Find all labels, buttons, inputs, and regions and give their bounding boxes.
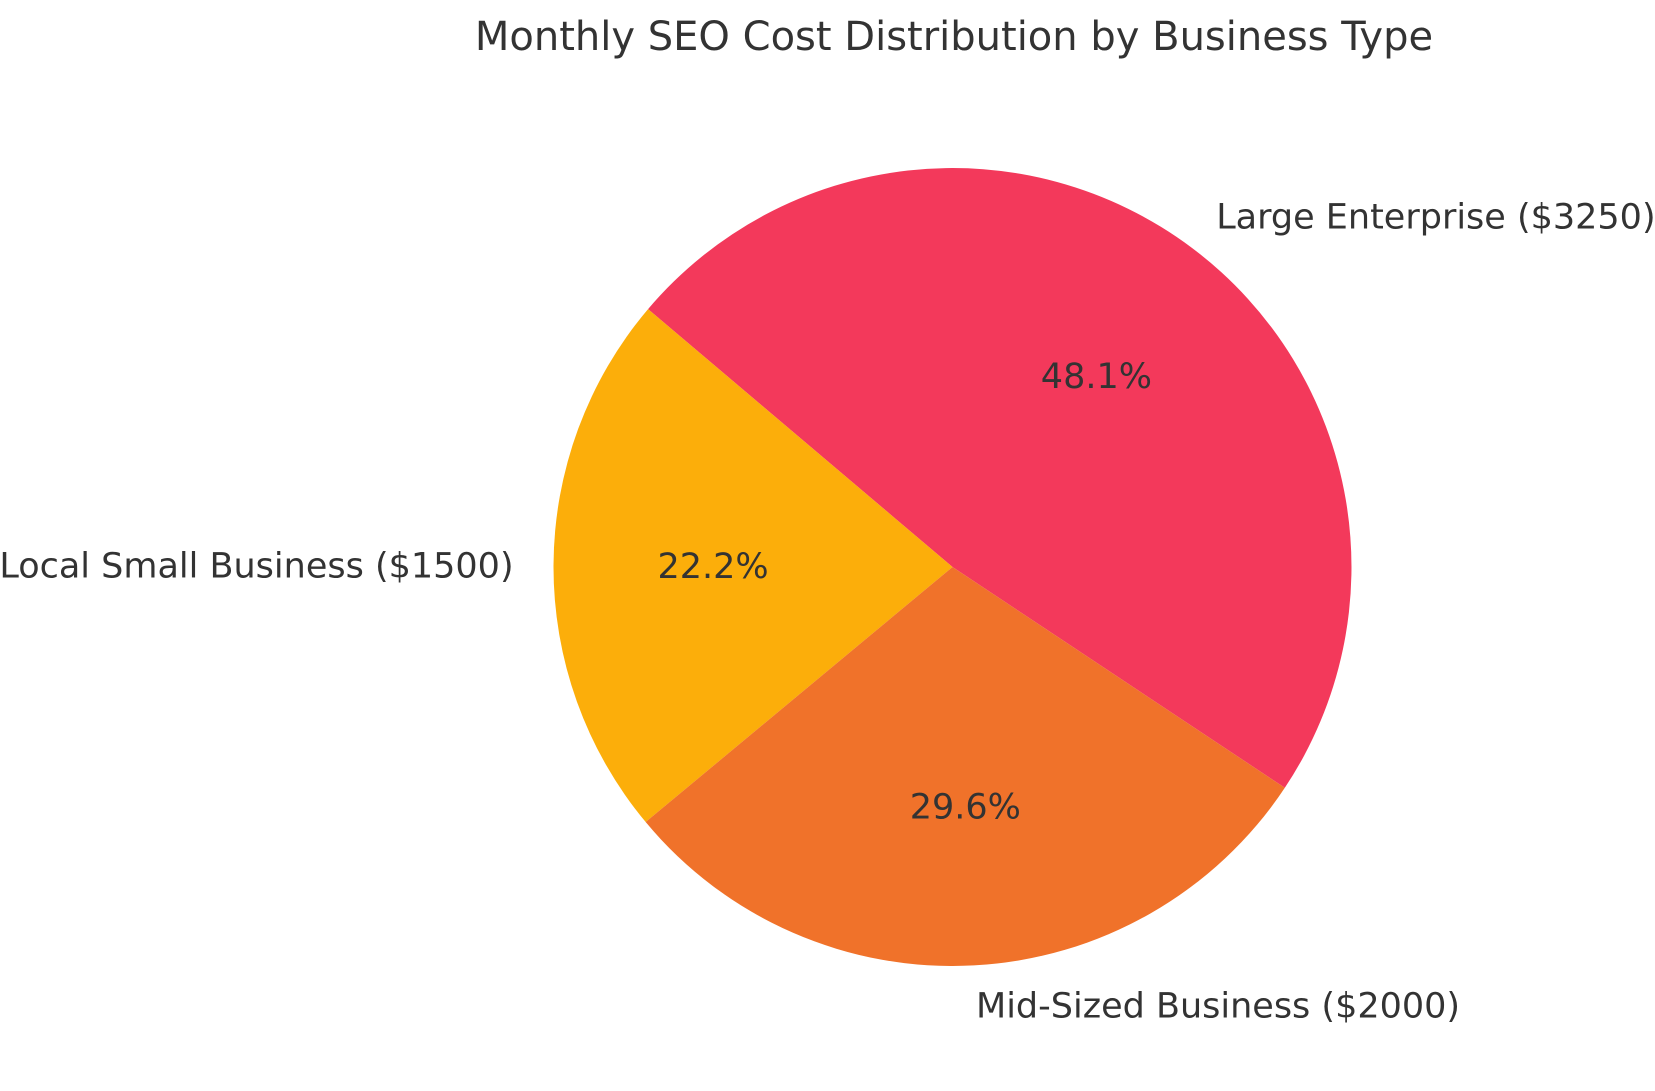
pie-slice-2 (645, 567, 1285, 967)
pie-slice-1 (553, 309, 953, 823)
slice-label-2: Mid-Sized Business ($2000) (976, 987, 1460, 1027)
slice-label-1: Local Small Business ($1500) (0, 546, 514, 586)
pct-label-0: 48.1% (1041, 357, 1152, 397)
pct-label-1: 22.2% (658, 547, 769, 587)
pie-slice-0 (648, 168, 1352, 788)
slice-label-0: Large Enterprise ($3250) (1216, 197, 1655, 237)
chart-title: Monthly SEO Cost Distribution by Busines… (474, 14, 1434, 60)
pct-label-2: 29.6% (910, 787, 1021, 827)
